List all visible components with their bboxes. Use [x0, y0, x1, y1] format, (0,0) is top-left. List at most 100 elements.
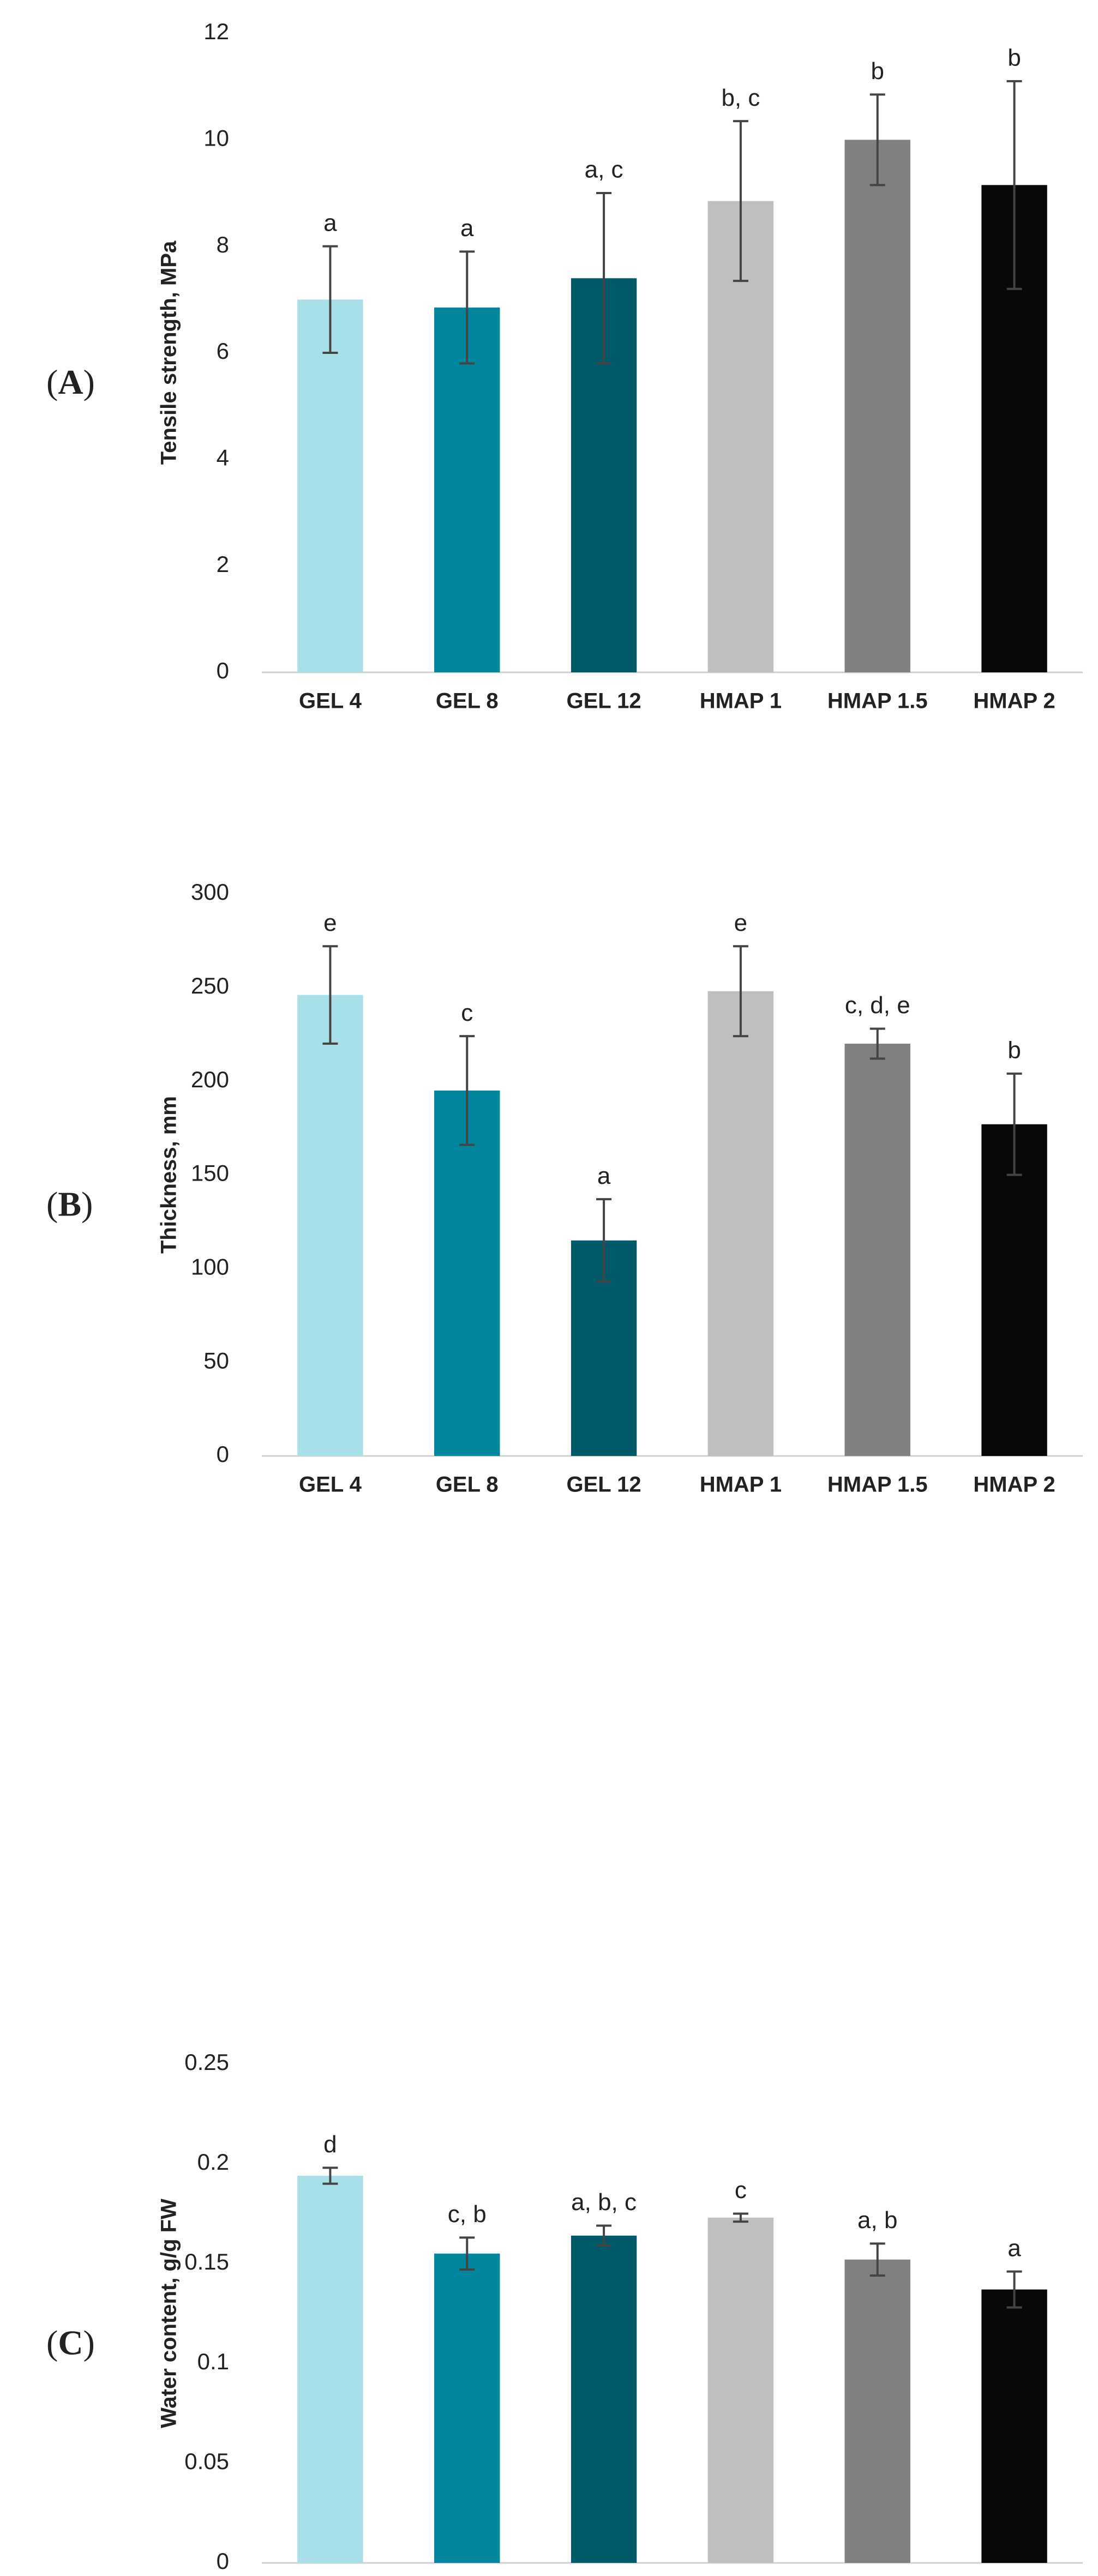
y-tick-label: 50 [203, 1347, 229, 1373]
significance-letter: a [460, 215, 474, 242]
y-tick-label: 8 [217, 232, 229, 257]
error-bar [733, 2212, 748, 2223]
bar [981, 2289, 1047, 2563]
significance-letter: a [323, 209, 337, 236]
panel-letter: A [58, 363, 83, 401]
error-bar [1006, 2270, 1022, 2309]
y-axis-title: Thickness, mm [157, 1096, 181, 1254]
y-tick-label: 0.15 [184, 2249, 229, 2274]
bar [434, 1090, 500, 1456]
y-tick-label: 150 [191, 1160, 229, 1186]
significance-letter: a, b [857, 2207, 897, 2234]
x-tick-label: GEL 8 [436, 689, 499, 713]
bar [571, 2235, 637, 2563]
significance-letter: c, d, e [845, 992, 910, 1019]
y-tick-label: 200 [191, 1067, 229, 1092]
error-bar [596, 2224, 612, 2247]
significance-letter: a [597, 1163, 611, 1189]
panel-label: (B) [46, 1184, 93, 1223]
significance-letter: a, b, c [571, 2189, 637, 2216]
panel-label: (A) [46, 363, 95, 401]
x-tick-label: HMAP 1.5 [827, 1473, 928, 1497]
x-tick-label: HMAP 2 [973, 689, 1055, 713]
x-tick-label: GEL 8 [436, 1473, 499, 1497]
significance-letter: c [461, 1000, 473, 1026]
y-tick-label: 6 [217, 338, 229, 364]
chart-panel: (A) Tensile strength, MPa 0 2 4 6 8 10 12 a GEL 4 a… [46, 19, 1083, 713]
significance-letter: e [323, 910, 337, 936]
error-bar [459, 1035, 475, 1146]
x-tick-label: GEL 12 [567, 1473, 641, 1497]
bar [297, 995, 363, 1456]
y-tick-label: 0.1 [197, 2349, 229, 2374]
error-bar [733, 945, 748, 1038]
significance-letter: b [1007, 1037, 1021, 1064]
y-tick-label: 0 [217, 2548, 229, 2574]
bar [434, 2253, 500, 2563]
significance-letter: d [323, 2131, 337, 2158]
error-bar [869, 2242, 885, 2277]
x-tick-label: GEL 4 [299, 1473, 362, 1497]
chart-panel: (C) Water content, g/g FW 0 0.05 0.1 0.15 0.2 0… [46, 2049, 1083, 2574]
y-tick-label: 0 [217, 658, 229, 683]
significance-letter: e [734, 910, 747, 936]
y-tick-label: 100 [191, 1254, 229, 1279]
error-bar [1006, 1072, 1022, 1176]
x-tick-label: HMAP 1.5 [827, 689, 928, 713]
bar [297, 2175, 363, 2563]
error-bar [322, 245, 338, 354]
bar [844, 2259, 910, 2563]
significance-letter: c, b [448, 2201, 487, 2228]
x-tick-label: GEL 12 [567, 689, 641, 713]
x-tick-label: HMAP 2 [973, 1473, 1055, 1497]
error-bar [869, 93, 885, 186]
error-bar [322, 945, 338, 1045]
y-tick-label: 10 [203, 125, 229, 151]
bar [297, 299, 363, 672]
significance-letter: b [1007, 45, 1021, 71]
significance-letter: b, c [721, 85, 760, 111]
panel-label: (C) [46, 2323, 95, 2362]
bar [844, 1043, 910, 1456]
y-tick-label: 0.05 [184, 2448, 229, 2474]
bar [434, 307, 500, 672]
y-tick-label: 250 [191, 973, 229, 998]
paren: ) [81, 1184, 93, 1223]
significance-letter: a, c [585, 157, 623, 183]
paren: ( [46, 363, 58, 401]
paren: ) [83, 363, 95, 401]
y-tick-label: 0.25 [184, 2049, 229, 2075]
chart-panel: (B) Thickness, mm 0 50 100 150 200 250 300 e GEL 4… [46, 879, 1083, 1497]
y-tick-label: 2 [217, 551, 229, 577]
y-axis-title: Water content, g/g FW [157, 2199, 181, 2428]
significance-letter: b [871, 58, 884, 85]
bar [707, 991, 774, 1456]
panel-letter: B [58, 1184, 81, 1223]
error-bar [1006, 80, 1022, 290]
bar [707, 2217, 774, 2563]
paren: ) [83, 2323, 95, 2362]
x-tick-label: HMAP 1 [700, 1473, 782, 1497]
y-tick-label: 300 [191, 879, 229, 905]
paren: ( [46, 1184, 58, 1223]
error-bar [869, 1027, 885, 1060]
y-tick-label: 0 [217, 1441, 229, 1467]
y-axis-title: Tensile strength, MPa [157, 240, 181, 465]
y-tick-label: 0.2 [197, 2149, 229, 2175]
error-bar [322, 2166, 338, 2185]
significance-letter: c [735, 2177, 747, 2204]
error-bar [459, 250, 475, 365]
significance-letter: a [1007, 2235, 1021, 2261]
error-bar [459, 2236, 475, 2271]
error-bar [596, 1198, 612, 1283]
error-bar [596, 192, 612, 365]
error-bar [733, 120, 748, 282]
x-tick-label: HMAP 1 [700, 689, 782, 713]
bar [981, 1124, 1047, 1456]
panel-letter: C [58, 2323, 83, 2362]
y-tick-label: 4 [217, 444, 229, 470]
x-tick-label: GEL 4 [299, 689, 362, 713]
paren: ( [46, 2323, 58, 2362]
y-tick-label: 12 [203, 19, 229, 44]
